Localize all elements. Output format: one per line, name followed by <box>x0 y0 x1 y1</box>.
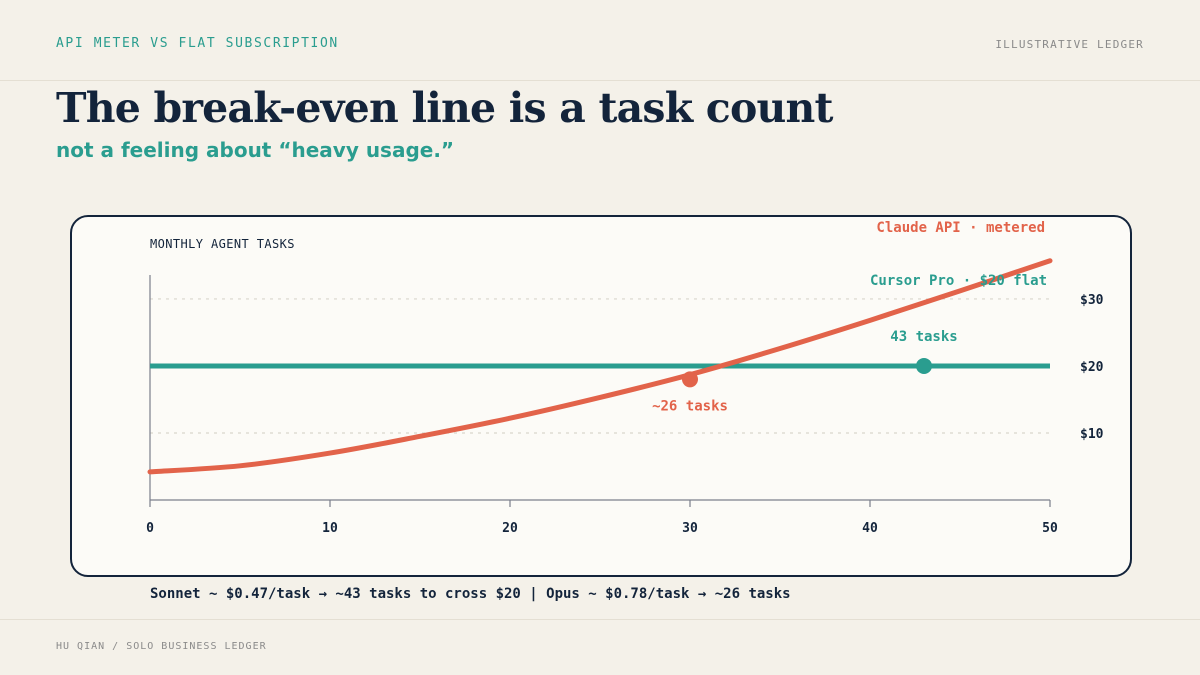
x-tick-label: 0 <box>146 521 154 536</box>
x-tick-label: 40 <box>862 521 878 536</box>
page-subtitle: not a feeling about “heavy usage.” <box>56 138 455 162</box>
series-line-metered <box>147 258 1053 475</box>
marker-metered <box>682 371 698 388</box>
ledger-tag: ILLUSTRATIVE LEDGER <box>995 38 1144 51</box>
marker-flat <box>916 357 932 374</box>
y-tick-label: $30 <box>1080 293 1104 308</box>
y-tick-label: $20 <box>1080 360 1104 375</box>
marker-label-metered: ~26 tasks <box>652 398 728 414</box>
x-tick-label: 50 <box>1042 521 1058 536</box>
footer-divider <box>0 619 1200 620</box>
y-tick-label: $10 <box>1080 427 1104 442</box>
top-bar: API METER VS FLAT SUBSCRIPTION ILLUSTRAT… <box>0 0 1200 81</box>
chart-title: MONTHLY AGENT TASKS <box>150 237 295 251</box>
page-title: The break-even line is a task count <box>56 84 833 132</box>
series-label-flat: Cursor Pro · $20 flat <box>870 273 1047 289</box>
chart-caption: Sonnet ~ $0.47/task → ~43 tasks to cross… <box>150 586 791 602</box>
kicker-label: API METER VS FLAT SUBSCRIPTION <box>56 36 339 51</box>
marker-label-flat: 43 tasks <box>890 329 957 345</box>
x-tick-label: 20 <box>502 521 518 536</box>
x-tick-label: 30 <box>682 521 698 536</box>
x-tick-label: 10 <box>322 521 338 536</box>
footer-credit: HU QIAN / SOLO BUSINESS LEDGER <box>56 641 267 652</box>
series-label-metered: Claude API · metered <box>876 220 1045 236</box>
